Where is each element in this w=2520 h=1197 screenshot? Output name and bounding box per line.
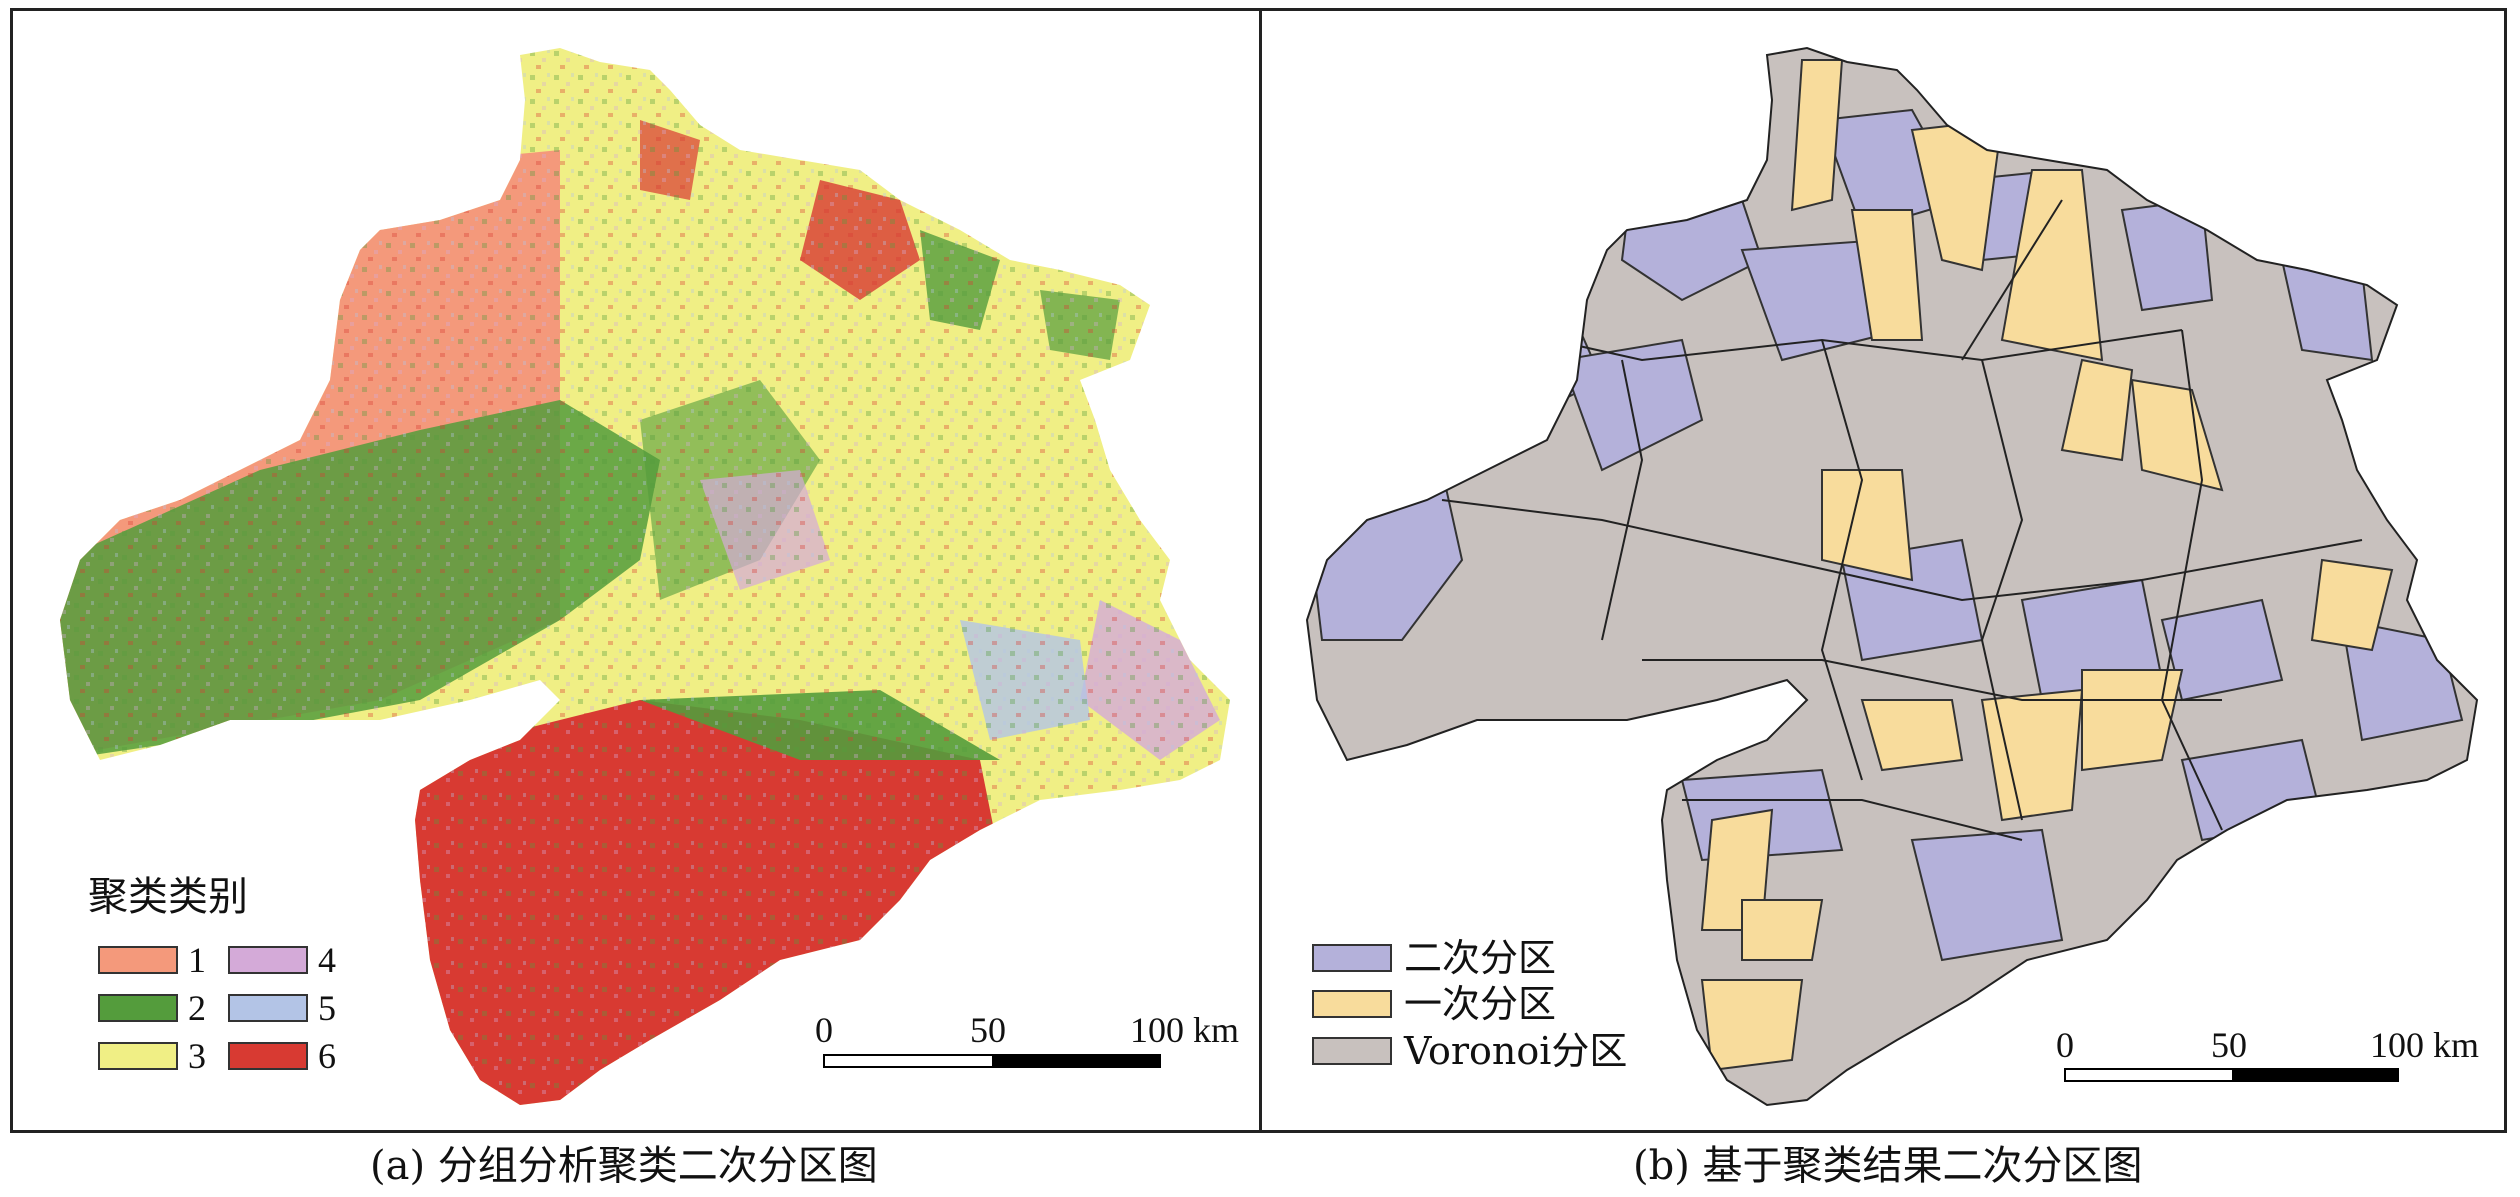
scale-b-bar xyxy=(2064,1068,2399,1082)
scale-b-label-0: 0 xyxy=(2056,1025,2074,1065)
legend-label-5: 5 xyxy=(318,988,336,1028)
legend-swatch-secondary-zone xyxy=(1312,944,1392,972)
scale-bar xyxy=(823,1054,1161,1068)
caption-b: (b) 基于聚类结果二次分区图 xyxy=(1633,1143,2143,1189)
legend-label-voronoi-zone: Voronoi分区 xyxy=(1404,1029,1628,1073)
legend-swatch-voronoi-zone xyxy=(1312,1037,1392,1065)
panel-divider xyxy=(1259,8,1262,1133)
caption-a: (a) 分组分析聚类二次分区图 xyxy=(370,1143,878,1189)
scale-b-label-50: 50 xyxy=(2211,1025,2247,1065)
legend-label-3: 3 xyxy=(188,1036,206,1076)
legend-label-secondary-zone: 二次分区 xyxy=(1404,936,1557,980)
legend-swatch-3 xyxy=(98,1042,178,1070)
legend-label-6: 6 xyxy=(318,1036,336,1076)
legend-label-primary-zone: 一次分区 xyxy=(1404,982,1557,1026)
figure-frame xyxy=(10,8,2507,1133)
legend-label-2: 2 xyxy=(188,988,206,1028)
scale-b-label-100: 100 km xyxy=(2370,1025,2480,1065)
cluster-legend-title: 聚类类别 xyxy=(88,874,248,920)
legend-swatch-4 xyxy=(228,946,308,974)
legend-label-4: 4 xyxy=(318,940,336,980)
legend-label-1: 1 xyxy=(188,940,206,980)
scale-label-0: 0 xyxy=(815,1010,833,1050)
scale-label-50: 50 xyxy=(970,1010,1006,1050)
scale-label-100: 100 km xyxy=(1130,1010,1240,1050)
legend-swatch-6 xyxy=(228,1042,308,1070)
legend-swatch-2 xyxy=(98,994,178,1022)
legend-swatch-1 xyxy=(98,946,178,974)
legend-swatch-5 xyxy=(228,994,308,1022)
legend-swatch-primary-zone xyxy=(1312,990,1392,1018)
cluster-map xyxy=(60,48,1230,1105)
zoning-map xyxy=(1305,46,2479,1107)
